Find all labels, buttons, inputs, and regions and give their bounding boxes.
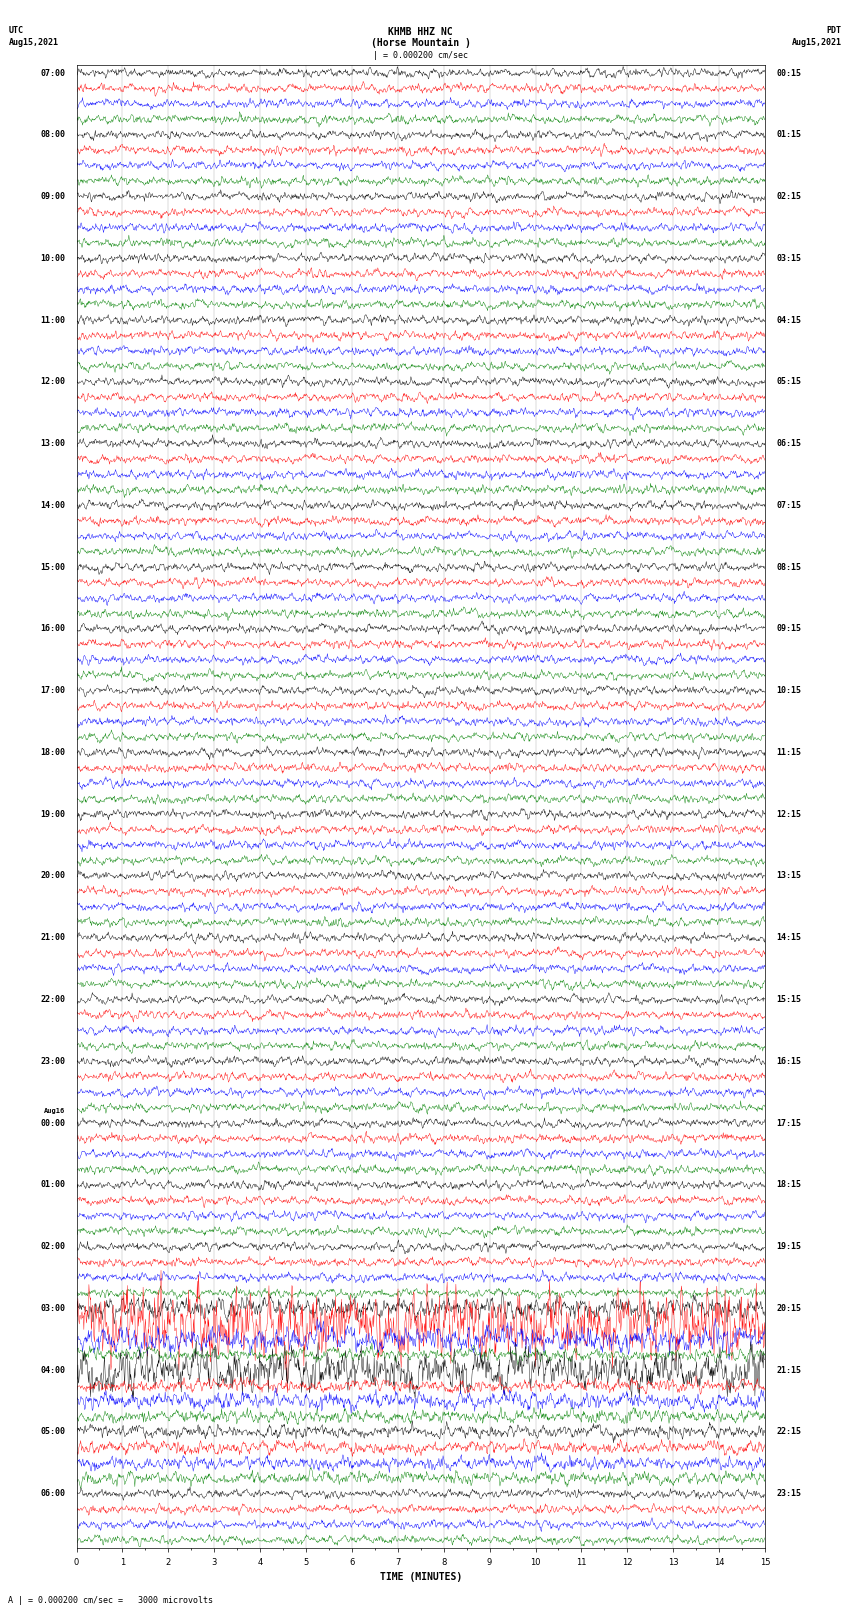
Text: 11:00: 11:00 xyxy=(40,316,65,324)
Text: 09:00: 09:00 xyxy=(40,192,65,202)
Text: 22:00: 22:00 xyxy=(40,995,65,1003)
Text: Aug16: Aug16 xyxy=(44,1108,65,1115)
Text: 22:15: 22:15 xyxy=(777,1428,802,1437)
Text: Aug15,2021: Aug15,2021 xyxy=(8,37,59,47)
Text: 00:15: 00:15 xyxy=(777,68,802,77)
Text: 12:15: 12:15 xyxy=(777,810,802,819)
Text: 04:00: 04:00 xyxy=(40,1366,65,1374)
Text: 08:00: 08:00 xyxy=(40,131,65,139)
Text: 15:00: 15:00 xyxy=(40,563,65,571)
Text: 15:15: 15:15 xyxy=(777,995,802,1003)
Text: 16:15: 16:15 xyxy=(777,1057,802,1066)
Text: 07:15: 07:15 xyxy=(777,502,802,510)
Text: 03:00: 03:00 xyxy=(40,1303,65,1313)
X-axis label: TIME (MINUTES): TIME (MINUTES) xyxy=(380,1573,462,1582)
Text: | = 0.000200 cm/sec: | = 0.000200 cm/sec xyxy=(373,50,468,60)
Text: 03:15: 03:15 xyxy=(777,253,802,263)
Text: 11:15: 11:15 xyxy=(777,748,802,756)
Text: 01:00: 01:00 xyxy=(40,1181,65,1189)
Text: 06:00: 06:00 xyxy=(40,1489,65,1498)
Text: 05:15: 05:15 xyxy=(777,377,802,387)
Text: UTC: UTC xyxy=(8,26,24,35)
Text: 06:15: 06:15 xyxy=(777,439,802,448)
Text: PDT: PDT xyxy=(826,26,842,35)
Text: 13:00: 13:00 xyxy=(40,439,65,448)
Text: 19:00: 19:00 xyxy=(40,810,65,819)
Text: 19:15: 19:15 xyxy=(777,1242,802,1252)
Text: 14:00: 14:00 xyxy=(40,502,65,510)
Text: Aug15,2021: Aug15,2021 xyxy=(791,37,842,47)
Text: 02:15: 02:15 xyxy=(777,192,802,202)
Text: 16:00: 16:00 xyxy=(40,624,65,634)
Text: 14:15: 14:15 xyxy=(777,934,802,942)
Text: 01:15: 01:15 xyxy=(777,131,802,139)
Text: 23:00: 23:00 xyxy=(40,1057,65,1066)
Text: 08:15: 08:15 xyxy=(777,563,802,571)
Text: 18:15: 18:15 xyxy=(777,1181,802,1189)
Text: 07:00: 07:00 xyxy=(40,68,65,77)
Text: 20:00: 20:00 xyxy=(40,871,65,881)
Text: 18:00: 18:00 xyxy=(40,748,65,756)
Text: 23:15: 23:15 xyxy=(777,1489,802,1498)
Text: (Horse Mountain ): (Horse Mountain ) xyxy=(371,39,471,48)
Text: 10:00: 10:00 xyxy=(40,253,65,263)
Text: KHMB HHZ NC: KHMB HHZ NC xyxy=(388,27,453,37)
Text: 10:15: 10:15 xyxy=(777,686,802,695)
Text: 12:00: 12:00 xyxy=(40,377,65,387)
Text: 00:00: 00:00 xyxy=(40,1118,65,1127)
Text: 02:00: 02:00 xyxy=(40,1242,65,1252)
Text: 21:00: 21:00 xyxy=(40,934,65,942)
Text: 20:15: 20:15 xyxy=(777,1303,802,1313)
Text: 09:15: 09:15 xyxy=(777,624,802,634)
Text: 13:15: 13:15 xyxy=(777,871,802,881)
Text: 17:15: 17:15 xyxy=(777,1118,802,1127)
Text: 21:15: 21:15 xyxy=(777,1366,802,1374)
Text: 17:00: 17:00 xyxy=(40,686,65,695)
Text: 04:15: 04:15 xyxy=(777,316,802,324)
Text: 05:00: 05:00 xyxy=(40,1428,65,1437)
Text: A | = 0.000200 cm/sec =   3000 microvolts: A | = 0.000200 cm/sec = 3000 microvolts xyxy=(8,1595,213,1605)
